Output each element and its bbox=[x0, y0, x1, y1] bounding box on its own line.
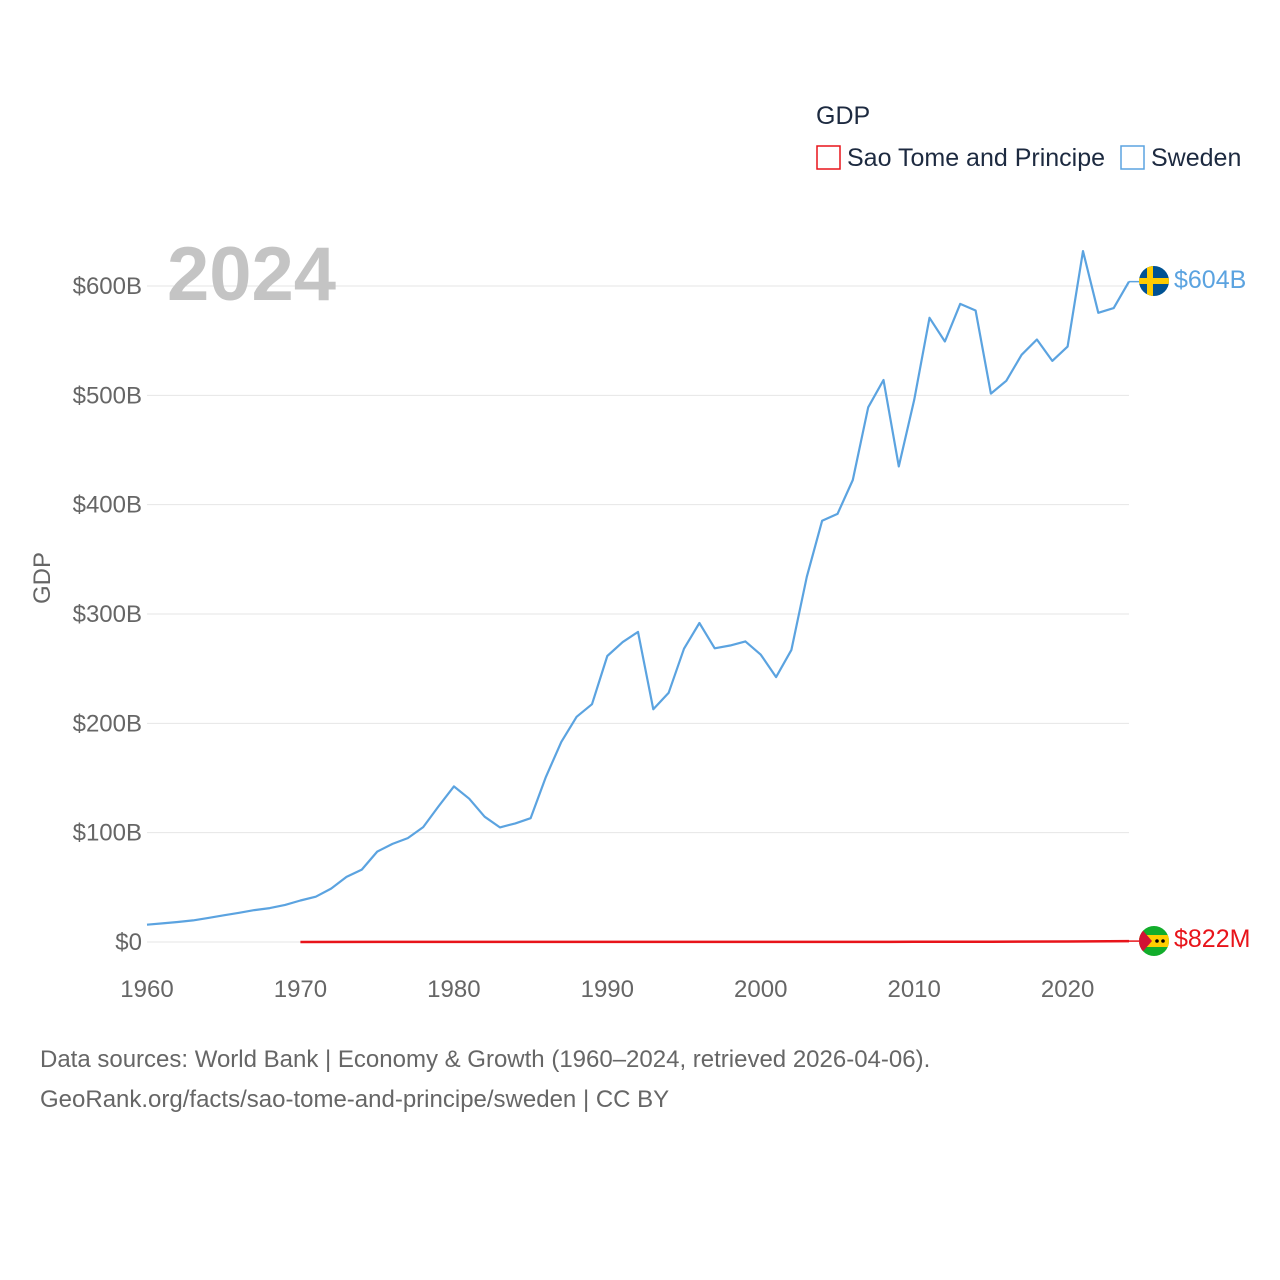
sweden-flag-icon bbox=[1139, 266, 1169, 296]
footer-sources: Data sources: World Bank | Economy & Gro… bbox=[40, 1046, 931, 1073]
year-label: 2024 bbox=[167, 232, 336, 317]
legend-swatch-sao-tome bbox=[816, 145, 841, 170]
legend-label-sweden: Sweden bbox=[1151, 144, 1241, 172]
gdp-line-chart: 2024 $0 $100B $200B $300B $400B $500B $600B 19… bbox=[29, 102, 1250, 1003]
y-tick-label: $300B bbox=[73, 601, 142, 628]
x-tick-label: 1990 bbox=[581, 976, 634, 1003]
y-axis-title: GDP bbox=[29, 552, 56, 604]
y-axis-ticks: $0 $100B $200B $300B $400B $500B $600B bbox=[73, 273, 142, 956]
legend-title: GDP bbox=[816, 102, 870, 130]
legend-entry-sao-tome[interactable]: Sao Tome and Principe bbox=[816, 144, 1105, 172]
sao-tome-end-label: $822M bbox=[1174, 925, 1250, 953]
x-tick-label: 2020 bbox=[1041, 976, 1094, 1003]
legend-entry-sweden[interactable]: Sweden bbox=[1120, 144, 1241, 172]
y-tick-label: $100B bbox=[73, 820, 142, 847]
series-line-sao-tome-and-principe bbox=[300, 939, 1130, 944]
sweden-end-label: $604B bbox=[1174, 266, 1246, 294]
y-tick-label: $200B bbox=[73, 710, 142, 737]
legend-swatch-sweden bbox=[1120, 145, 1145, 170]
legend: GDP Sao Tome and Principe Sweden bbox=[816, 102, 1241, 172]
series-lines bbox=[146, 250, 1139, 944]
x-tick-label: 2000 bbox=[734, 976, 787, 1003]
footer-attribution-link[interactable]: GeoRank.org/facts/sao-tome-and-principe/… bbox=[40, 1086, 670, 1113]
series-line-sweden bbox=[146, 250, 1130, 926]
y-tick-label: $400B bbox=[73, 492, 142, 519]
gridlines bbox=[147, 285, 1129, 943]
x-tick-label: 1960 bbox=[120, 976, 173, 1003]
y-tick-label: $600B bbox=[73, 273, 142, 300]
x-tick-label: 1980 bbox=[427, 976, 480, 1003]
x-axis-ticks: 1960 1970 1980 1990 2000 2010 2020 bbox=[120, 976, 1094, 1003]
legend-label-sao-tome: Sao Tome and Principe bbox=[847, 144, 1105, 172]
y-tick-label: $500B bbox=[73, 382, 142, 409]
x-tick-label: 1970 bbox=[274, 976, 327, 1003]
sao-tome-flag-icon bbox=[1139, 926, 1169, 956]
y-tick-label: $0 bbox=[115, 929, 142, 956]
x-tick-label: 2010 bbox=[887, 976, 940, 1003]
